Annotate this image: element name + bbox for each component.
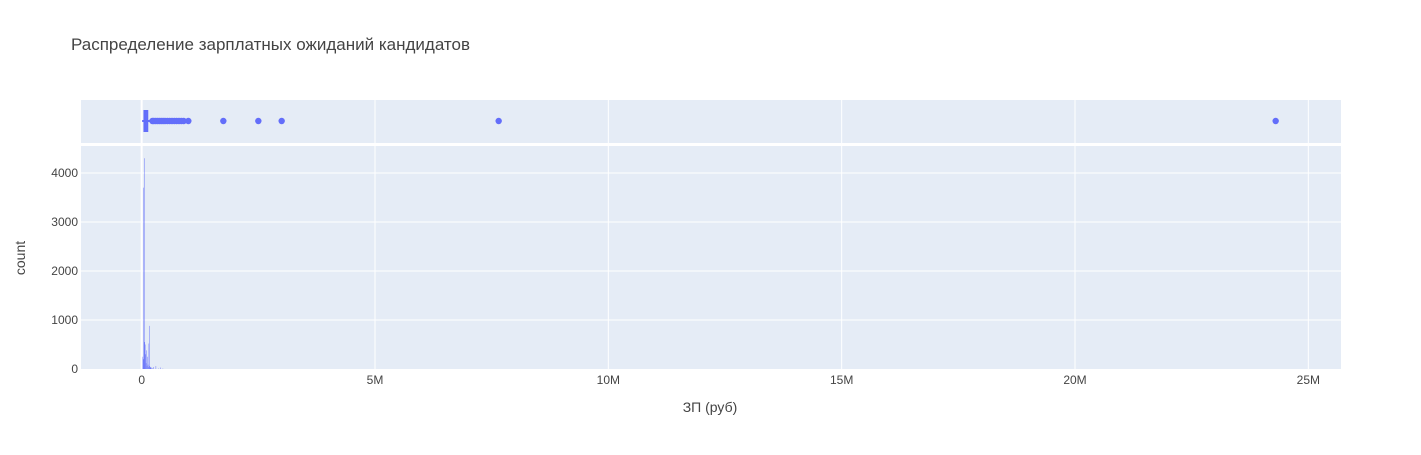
boxplot-background: [81, 100, 1341, 143]
x-tick-label: 10M: [597, 373, 620, 387]
box-outlier-point: [495, 118, 501, 124]
box-outlier-point: [278, 118, 284, 124]
y-axis-title: count: [12, 241, 28, 275]
y-tick-label: 4000: [51, 166, 78, 180]
x-tick-label: 0: [138, 373, 145, 387]
x-tick-label: 5M: [367, 373, 384, 387]
box-outlier-point: [255, 118, 261, 124]
box-outlier-point: [220, 118, 226, 124]
x-tick-label: 20M: [1063, 373, 1086, 387]
y-tick-label: 1000: [51, 313, 78, 327]
x-axis-title: ЗП (руб): [683, 399, 738, 415]
x-tick-label: 15M: [830, 373, 853, 387]
x-tick-label: 25M: [1297, 373, 1320, 387]
y-tick-label: 2000: [51, 264, 78, 278]
histogram-background: [81, 146, 1341, 369]
y-tick-label: 3000: [51, 215, 78, 229]
chart-title: Распределение зарплатных ожиданий кандид…: [71, 35, 470, 54]
y-tick-label: 0: [71, 362, 78, 376]
box-outlier-point: [185, 118, 191, 124]
box-outlier-point: [1272, 118, 1278, 124]
